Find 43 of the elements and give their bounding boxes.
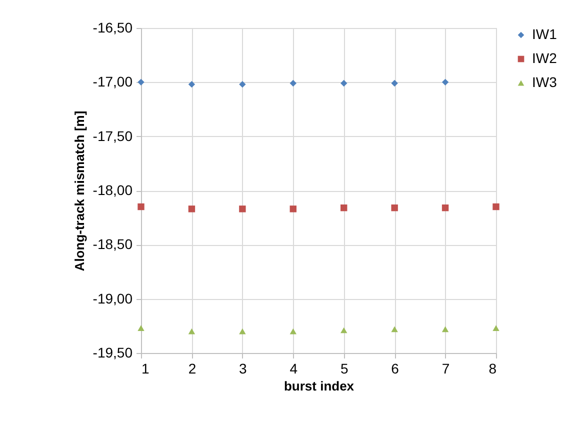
point (239, 328, 246, 334)
x-tick-label: 2 (188, 360, 196, 376)
point (290, 328, 296, 334)
x-tick-label: 6 (391, 360, 400, 376)
x-tick-label: 3 (239, 360, 248, 376)
y-tick-label: -18,00 (92, 182, 133, 198)
y-tick-label: -17,00 (92, 74, 133, 90)
x-tick-label: 1 (142, 360, 150, 376)
point (239, 80, 246, 88)
point (138, 203, 144, 210)
x-tick-label: 7 (442, 360, 450, 376)
legend-label: IW1 (532, 26, 558, 42)
x-tick-label: 8 (488, 360, 497, 376)
legend-label: IW3 (532, 74, 558, 90)
point (138, 78, 144, 86)
y-axis-title: Along-track mismatch [m] (72, 110, 87, 272)
point (391, 326, 398, 332)
point (138, 325, 144, 331)
y-tick-label: -19,50 (92, 344, 133, 360)
point (391, 80, 398, 87)
point (442, 204, 449, 212)
point (340, 327, 348, 334)
y-tick-label: -16,50 (92, 20, 133, 36)
y-tick-label: -17,50 (92, 128, 133, 144)
x-axis-title: burst index (284, 378, 355, 394)
legend-label: IW2 (532, 50, 558, 66)
point (188, 206, 196, 212)
y-tick-label: -18,50 (92, 236, 133, 252)
x-tick-label: 4 (290, 360, 298, 376)
point (492, 203, 500, 210)
point (188, 328, 196, 334)
point (290, 80, 296, 87)
x-tick-label: 5 (340, 360, 348, 376)
point (492, 325, 500, 331)
point (442, 78, 449, 86)
point (340, 80, 348, 87)
y-tick-label: -19,00 (92, 290, 133, 306)
point (340, 204, 348, 212)
point (188, 80, 196, 88)
point (442, 326, 449, 332)
point (290, 206, 296, 212)
point (391, 204, 398, 212)
point (239, 206, 246, 212)
